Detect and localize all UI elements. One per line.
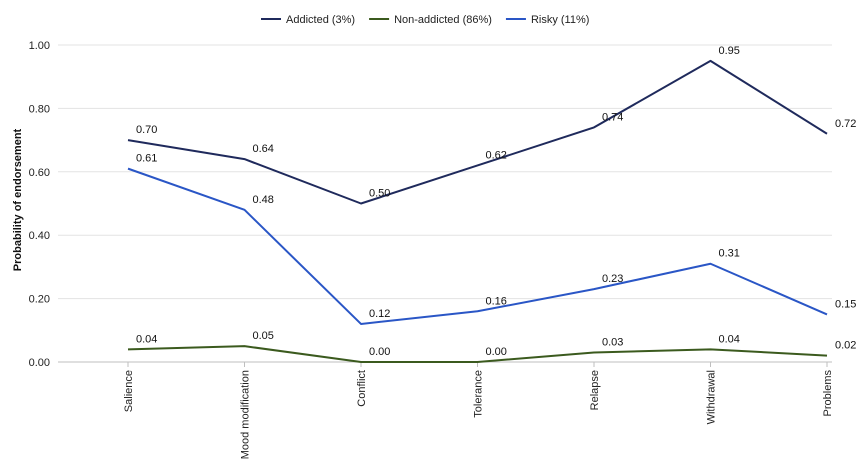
chart-series [127,59,828,363]
data-label: 0.00 [486,346,507,358]
y-tick-label: 0.60 [29,167,50,179]
x-tick-label: Tolerance [473,370,485,418]
legend-label: Addicted (3%) [286,14,355,26]
data-label: 0.16 [486,295,507,307]
x-tick-label: Withdrawal [706,370,718,424]
data-label: 0.02 [835,340,856,352]
data-label: 0.05 [253,330,274,342]
data-label: 0.03 [602,336,623,348]
data-label: 0.72 [835,118,856,130]
x-tick-label: Salience [123,370,135,412]
series-line [127,167,828,325]
data-label: 0.04 [136,333,157,345]
data-label: 0.23 [602,273,623,285]
legend-label: Non-addicted (86%) [394,14,492,26]
x-axis-ticks: Salience Mood modification Conflict Toleran… [123,362,834,459]
data-label: 0.04 [719,333,740,345]
y-axis-ticks: 0.00 0.20 0.40 0.60 0.80 1.00 [29,40,50,369]
data-label: 0.50 [369,188,390,200]
x-tick-label: Conflict [356,370,368,407]
data-label: 0.70 [136,124,157,136]
data-label: 0.64 [253,143,274,155]
x-tick-label: Problems [822,370,834,417]
x-tick-label: Mood modification [240,370,252,459]
x-tick-label: Relapse [589,370,601,410]
y-tick-label: 1.00 [29,40,50,52]
y-tick-label: 0.20 [29,294,50,306]
chart-gridlines [58,44,832,363]
y-tick-label: 0.80 [29,103,50,115]
data-label: 0.15 [835,298,856,310]
series-line [127,59,828,205]
data-label: 0.74 [602,111,623,123]
data-label: 0.62 [486,149,507,161]
y-tick-label: 0.00 [29,357,50,369]
data-label: 0.61 [136,153,157,165]
y-axis-label: Probability of endorsement [12,128,24,271]
chart-data-labels: 0.70 0.64 0.50 0.62 0.74 0.95 0.72 0.04 0.05 0.00… [136,45,856,358]
chart-legend: Addicted (3%) Non-addicted (86%) Risky (11… [261,14,589,26]
y-tick-label: 0.40 [29,230,50,242]
data-label: 0.12 [369,308,390,320]
series-line [127,345,828,363]
legend-label: Risky (11%) [531,14,589,26]
data-label: 0.00 [369,346,390,358]
data-label: 0.31 [719,248,740,260]
data-label: 0.95 [719,45,740,57]
data-label: 0.48 [253,194,274,206]
